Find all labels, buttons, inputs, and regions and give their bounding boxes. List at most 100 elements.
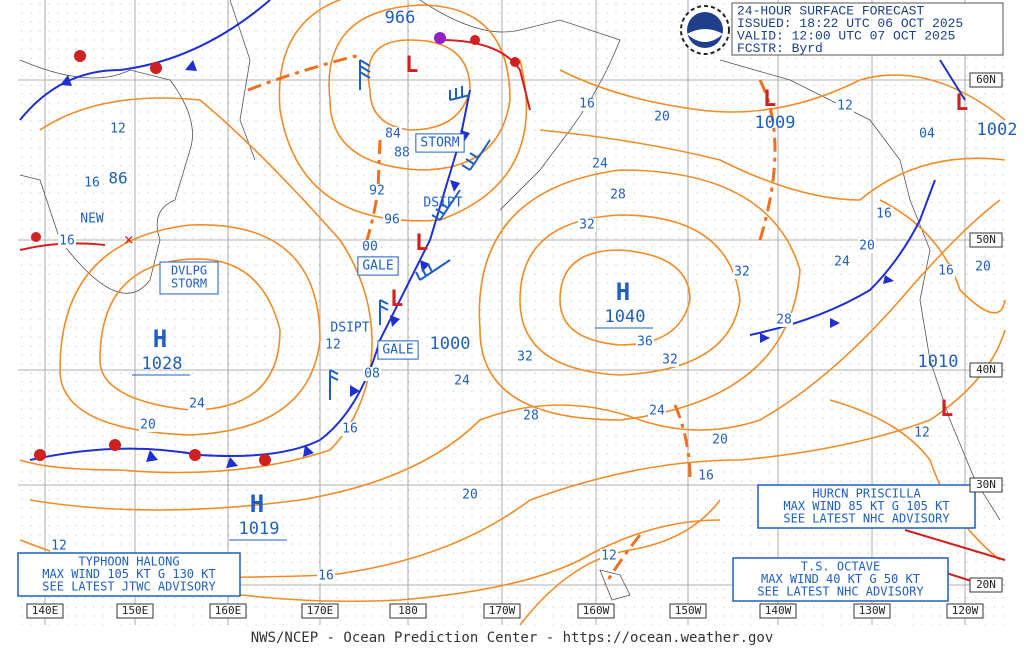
noaa-logo xyxy=(680,5,730,55)
advisory-line: MAX WIND 85 KT G 105 KT xyxy=(783,499,949,513)
lon-label: 130W xyxy=(859,604,886,617)
status-label-box xyxy=(377,340,419,360)
low-symbols: L L L L L L ✕ xyxy=(124,53,968,422)
isobar-label: 28 xyxy=(610,188,626,203)
advisory-line: HURCN PRISCILLA xyxy=(812,487,921,501)
isobar-label: 96 xyxy=(384,213,400,228)
isobar-label: 16 xyxy=(876,207,892,222)
isobar-label-bg xyxy=(918,127,936,141)
svg-text:L: L xyxy=(415,231,428,256)
dvlpg-label: DVLPG xyxy=(171,264,207,278)
isobar-label: 08 xyxy=(364,367,380,382)
status-label: 86 xyxy=(108,169,127,188)
lon-label: 170E xyxy=(307,604,334,617)
isobar-label: 16 xyxy=(342,422,358,437)
isobar-label-bg xyxy=(636,335,654,349)
lat-label: 30N xyxy=(976,478,996,491)
isobar-label: 16 xyxy=(698,469,714,484)
advisory-line: MAX WIND 105 KT G 130 KT xyxy=(42,567,215,581)
high-symbol: H xyxy=(250,490,264,518)
lon-label: 170W xyxy=(489,604,516,617)
isobar-label: 00 xyxy=(362,240,378,255)
isobar-label-bg xyxy=(461,488,479,502)
footer: NWS/NCEP - Ocean Prediction Center - htt… xyxy=(251,630,774,646)
isobar-label: 24 xyxy=(834,255,850,270)
lon-label-box xyxy=(26,603,64,619)
isobar-label: 04 xyxy=(919,127,935,142)
isobar-label-bg xyxy=(648,404,666,418)
advisory-box xyxy=(17,552,241,597)
lon-label: 160W xyxy=(583,604,610,617)
isobar-label: 36 xyxy=(637,335,653,350)
lon-label: 150E xyxy=(122,604,149,617)
lat-label: 40N xyxy=(976,363,996,376)
header-line: FCSTR: Byrd xyxy=(737,41,823,56)
isobar-label-bg xyxy=(833,255,851,269)
isobar-label-bg xyxy=(139,418,157,432)
isobar-label: 32 xyxy=(579,218,595,233)
advisory-line: SEE LATEST NHC ADVISORY xyxy=(783,512,950,526)
isobar-label: 24 xyxy=(454,374,470,389)
advisory-line: TYPHOON HALONG xyxy=(78,555,179,569)
isobar-label-bg xyxy=(578,97,596,111)
header-line: ISSUED: 18:22 UTC 06 OCT 2025 xyxy=(737,16,963,31)
isobar-label-bg xyxy=(600,549,618,563)
isobar-label: 12 xyxy=(837,99,853,114)
header-box xyxy=(731,2,1004,56)
isobar-label: 88 xyxy=(394,146,410,161)
map-background xyxy=(18,0,1005,625)
lon-label: 140E xyxy=(32,604,59,617)
isobar-label-bg xyxy=(661,353,679,367)
lat-label-box xyxy=(969,72,1003,88)
lon-label-box xyxy=(301,603,339,619)
lon-label-box xyxy=(116,603,154,619)
isobar-label: 92 xyxy=(369,184,385,199)
advisory-box xyxy=(732,557,949,602)
isobar-label: 24 xyxy=(189,397,205,412)
header-line: VALID: 12:00 UTC 07 OCT 2025 xyxy=(737,28,955,43)
isobar-label: 28 xyxy=(776,313,792,328)
status-label-box xyxy=(357,256,399,276)
isobar-label-bg xyxy=(578,218,596,232)
isobar-label-bg xyxy=(324,338,342,352)
isobar-label: 20 xyxy=(462,488,478,503)
isobar-label-bg xyxy=(522,409,540,423)
isobar-label: 12 xyxy=(51,539,67,554)
isobar-label-bg xyxy=(188,397,206,411)
isobar-label-bg xyxy=(109,122,127,136)
svg-text:✕: ✕ xyxy=(124,230,134,249)
lon-label-box xyxy=(209,603,247,619)
isobar-label-bg xyxy=(317,569,335,583)
isobar-label-bg xyxy=(591,157,609,171)
advisory-line: T.S. OCTAVE xyxy=(801,560,880,574)
advisory-line: SEE LATEST JTWC ADVISORY xyxy=(42,580,216,594)
isobar-label-bg xyxy=(453,374,471,388)
isobar-label: 12 xyxy=(110,122,126,137)
isobar-label-bg xyxy=(697,469,715,483)
graticule xyxy=(18,0,1005,625)
status-label: DSIPT xyxy=(330,321,369,336)
advisory-line: SEE LATEST NHC ADVISORY xyxy=(757,585,924,599)
isobar-label: 20 xyxy=(712,433,728,448)
status-label: STORM xyxy=(420,136,459,151)
high-pressure: 1019 xyxy=(239,519,280,539)
isobar-label: 32 xyxy=(734,265,750,280)
lat-label-box xyxy=(969,362,1003,378)
wind-barbs xyxy=(329,59,491,400)
isobar-label: 32 xyxy=(662,353,678,368)
svg-text:L: L xyxy=(390,287,403,312)
high-symbol: H xyxy=(616,278,630,306)
lon-label-box xyxy=(759,603,797,619)
isobar-label: 16 xyxy=(938,264,954,279)
isobar-label-bg xyxy=(913,426,931,440)
isobar-label-bg xyxy=(609,188,627,202)
isobar-label: 84 xyxy=(385,127,401,142)
isobar-label-bg xyxy=(836,99,854,113)
isobar-label: 20 xyxy=(654,110,670,125)
svg-text:L: L xyxy=(940,397,953,422)
isobar-label-bg xyxy=(368,184,386,198)
low-pressure: 1002 xyxy=(977,120,1018,140)
lon-label: 160E xyxy=(215,604,242,617)
lon-label: 180 xyxy=(398,604,418,617)
